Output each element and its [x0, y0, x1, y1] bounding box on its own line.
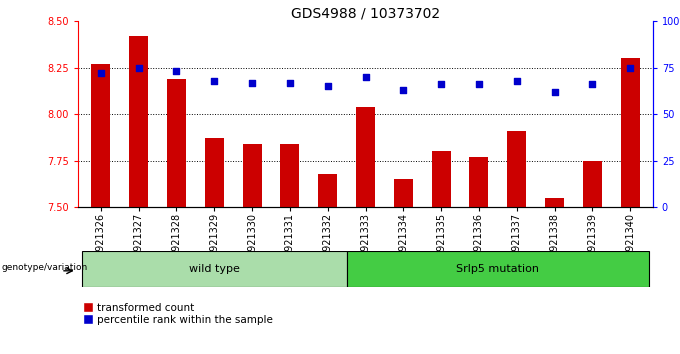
Bar: [432, 151, 451, 207]
Bar: [347, 251, 649, 287]
Point: [549, 89, 560, 95]
Point: [625, 65, 636, 70]
Bar: [280, 144, 299, 207]
Point: [209, 78, 220, 84]
Legend: transformed count, percentile rank within the sample: transformed count, percentile rank withi…: [84, 303, 273, 325]
Point: [133, 65, 144, 70]
Point: [95, 70, 106, 76]
Bar: [318, 173, 337, 207]
Bar: [469, 157, 488, 207]
Bar: [621, 58, 640, 207]
Bar: [205, 138, 224, 207]
Text: genotype/variation: genotype/variation: [1, 263, 88, 272]
Bar: [129, 36, 148, 207]
Point: [284, 80, 295, 85]
Point: [322, 84, 333, 89]
Point: [171, 69, 182, 74]
Bar: [243, 144, 262, 207]
Point: [436, 81, 447, 87]
Point: [587, 81, 598, 87]
Point: [360, 74, 371, 80]
Bar: [91, 64, 110, 207]
Bar: [394, 179, 413, 207]
Title: GDS4988 / 10373702: GDS4988 / 10373702: [291, 6, 440, 20]
Text: wild type: wild type: [189, 264, 240, 274]
Bar: [545, 198, 564, 207]
Point: [247, 80, 258, 85]
Point: [473, 81, 484, 87]
Bar: [82, 251, 347, 287]
Text: Srlp5 mutation: Srlp5 mutation: [456, 264, 539, 274]
Point: [398, 87, 409, 93]
Bar: [356, 107, 375, 207]
Bar: [583, 161, 602, 207]
Bar: [507, 131, 526, 207]
Point: [511, 78, 522, 84]
Bar: [167, 79, 186, 207]
